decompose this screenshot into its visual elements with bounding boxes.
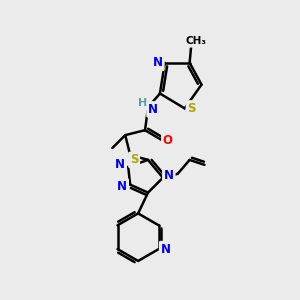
Text: S: S (188, 102, 196, 115)
Text: N: N (117, 180, 127, 193)
Text: N: N (160, 243, 171, 256)
Text: H: H (138, 98, 148, 108)
Text: N: N (164, 169, 174, 182)
Text: N: N (115, 158, 125, 171)
Text: N: N (153, 56, 163, 69)
Text: CH₃: CH₃ (185, 36, 206, 46)
Text: O: O (163, 134, 173, 147)
Text: N: N (148, 103, 158, 116)
Text: S: S (130, 153, 138, 167)
